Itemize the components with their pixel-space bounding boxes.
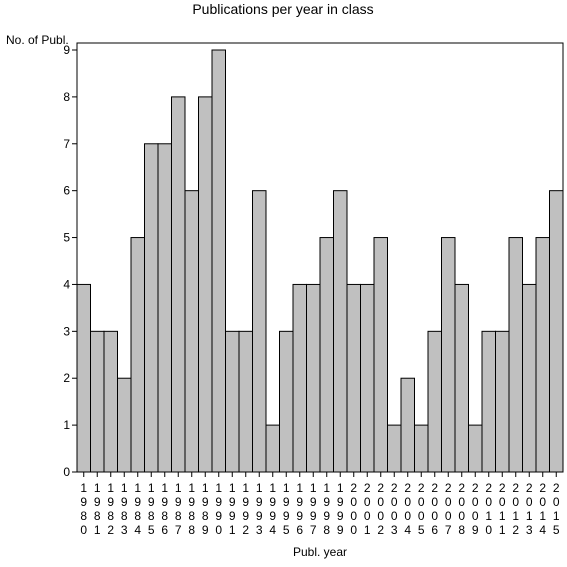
bar-2008 <box>454 283 469 473</box>
y-tick-label: 7 <box>63 137 70 151</box>
y-tick-label: 9 <box>63 43 70 57</box>
y-axis-label: No. of Publ. <box>6 33 69 47</box>
y-tick-label: 6 <box>63 184 70 198</box>
y-tick-label: 0 <box>63 465 70 479</box>
bar-2007 <box>441 237 456 473</box>
bar-1998 <box>319 237 334 473</box>
bar-1986 <box>157 143 172 473</box>
bar-1982 <box>103 330 118 473</box>
bar-2013 <box>522 283 537 473</box>
bar-2006 <box>427 330 442 473</box>
bar-2005 <box>414 424 429 473</box>
bar-2010 <box>481 330 496 473</box>
bar-1994 <box>265 424 280 473</box>
bar-2015 <box>549 190 564 473</box>
y-tick-label: 5 <box>63 231 70 245</box>
x-axis: 1 9 8 0 1 9 8 1 1 9 8 2 1 9 8 3 1 9 8 4 1 9 8 5 1 9 8 6 1 9 8 7 1 9 8 8 1 9 8 9… <box>80 472 560 537</box>
bar-1999 <box>333 190 348 473</box>
y-tick-label: 3 <box>63 324 70 338</box>
bar-2003 <box>387 424 402 473</box>
bar-2012 <box>508 237 523 473</box>
y-axis: 0 1 2 3 4 5 6 7 8 9 <box>63 43 77 479</box>
bar-2002 <box>373 237 388 473</box>
bar-1987 <box>171 96 186 473</box>
bar-2009 <box>468 424 483 473</box>
chart-title: Publications per year in class <box>192 1 373 17</box>
bar-1983 <box>117 377 132 473</box>
bar-2001 <box>360 283 375 473</box>
bar-1980 <box>76 283 91 473</box>
bar-2014 <box>535 237 550 473</box>
bar-1991 <box>225 330 240 473</box>
y-tick-label: 2 <box>63 371 70 385</box>
bar-1995 <box>279 330 294 473</box>
bar-2004 <box>400 377 415 473</box>
bar-1985 <box>144 143 159 473</box>
bar-1992 <box>238 330 253 473</box>
bar-1989 <box>198 96 213 473</box>
bar-1993 <box>252 190 267 473</box>
bars <box>76 49 564 473</box>
bar-1997 <box>306 283 321 473</box>
y-tick-label: 8 <box>63 90 70 104</box>
bar-1988 <box>184 190 199 473</box>
bar-1996 <box>292 283 307 473</box>
y-tick-label: 4 <box>63 277 70 291</box>
y-tick-label: 1 <box>63 418 70 432</box>
x-axis-label: Publ. year <box>293 545 347 559</box>
bar-1981 <box>90 330 105 473</box>
bar-2000 <box>346 283 361 473</box>
bar-1984 <box>130 237 145 473</box>
bar-1990 <box>211 49 226 473</box>
bar-2011 <box>495 330 510 473</box>
